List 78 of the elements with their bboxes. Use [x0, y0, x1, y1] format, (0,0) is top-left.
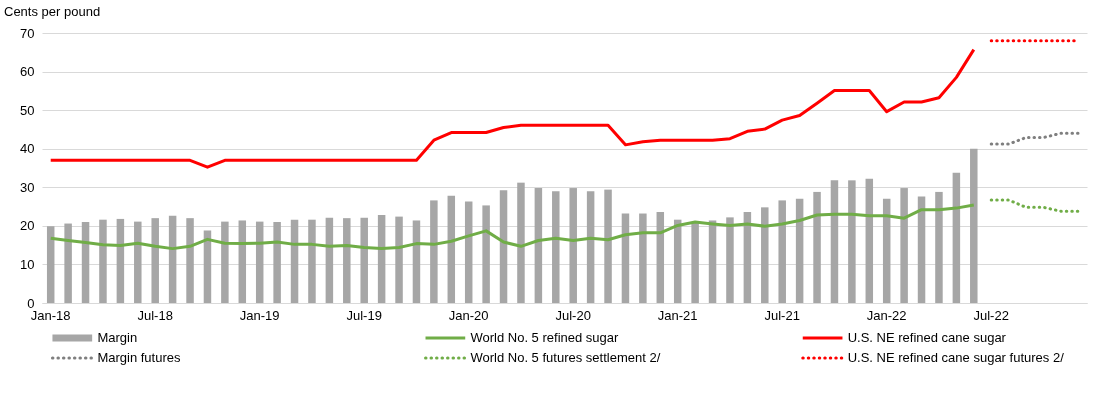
bar: [552, 191, 560, 303]
bar: [900, 188, 908, 303]
legend-label: World No. 5 refined sugar: [470, 330, 620, 345]
bar: [238, 220, 247, 303]
bar: [795, 198, 804, 303]
bar: [203, 230, 212, 303]
bar: [639, 213, 647, 303]
bar: [848, 180, 856, 303]
x-tick-label: Jul-20: [555, 307, 591, 323]
bar: [952, 172, 961, 303]
bar: [64, 223, 72, 303]
bar: [447, 195, 456, 303]
bar: [186, 218, 194, 303]
legend-label: U.S. NE refined cane sugar: [847, 330, 1007, 345]
bar: [970, 148, 978, 303]
bar: [499, 190, 508, 303]
bar: [116, 218, 125, 303]
x-tick-label: Jul-21: [764, 307, 800, 323]
y-tick-label: 40: [20, 141, 35, 157]
bar: [273, 222, 281, 303]
bar: [761, 207, 769, 303]
bar: [534, 188, 543, 303]
bar: [221, 221, 229, 303]
y-tick-label: 10: [20, 256, 35, 272]
bar: [569, 188, 577, 303]
bar: [691, 222, 699, 303]
bar: [81, 222, 90, 303]
bar: [743, 211, 752, 303]
bar: [917, 196, 926, 303]
bar: [778, 200, 786, 303]
line-series: [49, 203, 976, 251]
bar: [621, 213, 630, 303]
x-tick-label: Jul-18: [137, 307, 173, 323]
bar: [935, 191, 943, 303]
legend-label: World No. 5 futures settlement 2/: [470, 350, 661, 365]
bar: [343, 218, 351, 303]
bar: [395, 216, 403, 303]
y-axis-title: Cents per pound: [4, 4, 101, 19]
x-tick-label: Jan-19: [239, 307, 280, 323]
legend-label: Margin futures: [97, 350, 181, 365]
bar: [830, 180, 839, 303]
bar: [46, 226, 55, 303]
y-tick-label: 20: [20, 218, 35, 234]
bar: [726, 217, 734, 303]
bar: [604, 189, 612, 303]
bar: [708, 220, 717, 303]
x-tick-label: Jul-22: [973, 307, 1009, 323]
bar: [134, 221, 142, 303]
legend-label: U.S. NE refined cane sugar futures 2/: [847, 350, 1065, 365]
bar: [308, 219, 316, 303]
y-tick-label: 60: [20, 64, 35, 80]
y-tick-label: 30: [20, 179, 35, 195]
x-tick-label: Jan-22: [866, 307, 907, 323]
y-tick-label: 50: [20, 102, 35, 118]
x-tick-label: Jan-20: [448, 307, 489, 323]
bar: [482, 205, 490, 303]
bar: [430, 200, 438, 303]
y-tick-label: 70: [20, 25, 35, 41]
bar: [377, 215, 386, 303]
bar: [290, 219, 299, 303]
bar: [464, 201, 473, 303]
bar: [255, 221, 264, 303]
bar: [99, 219, 107, 303]
bar: [325, 217, 334, 303]
bar: [151, 218, 159, 303]
line-series: [49, 48, 976, 169]
bar: [586, 191, 595, 303]
bar: [882, 198, 891, 303]
bar: [360, 217, 368, 303]
bar: [656, 211, 665, 303]
bar: [813, 191, 821, 303]
legend-label: Margin: [97, 330, 138, 345]
x-tick-label: Jul-19: [346, 307, 382, 323]
bar: [168, 215, 177, 303]
bar: [865, 178, 874, 303]
bar: [412, 220, 421, 303]
bar: [517, 182, 525, 303]
x-tick-label: Jan-21: [657, 307, 698, 323]
